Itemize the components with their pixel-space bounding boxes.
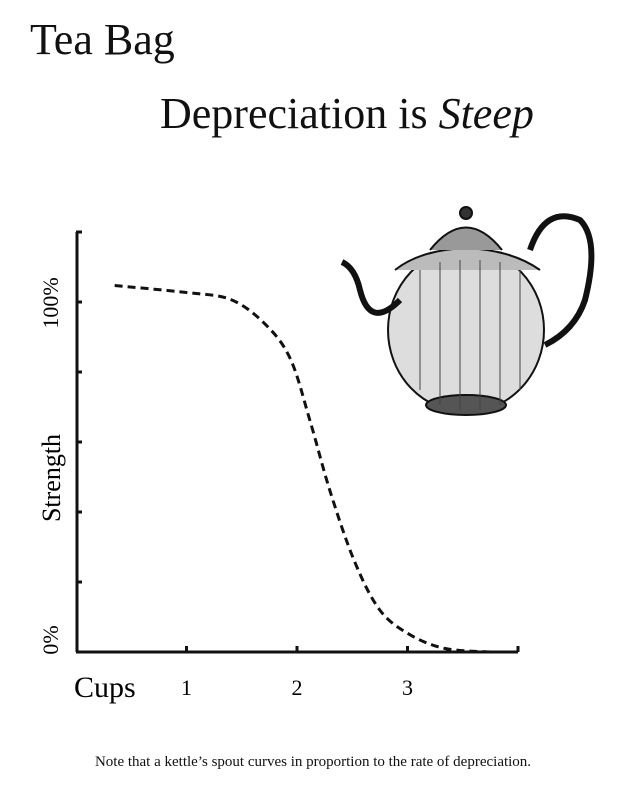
x-tick-label: 2 <box>292 675 303 700</box>
x-tick-label: 1 <box>181 675 192 700</box>
chart: Cups Strength 1 2 3 0% 100% <box>37 206 595 704</box>
teapot-illustration <box>340 206 595 416</box>
y-tick-label-100: 100% <box>38 277 63 328</box>
title-emphasis: Steep <box>438 89 534 138</box>
y-axis-label: Strength <box>37 434 66 522</box>
footnote: Note that a kettle’s spout curves in pro… <box>94 754 532 770</box>
title-line-1: Tea Bag <box>30 15 175 64</box>
axes <box>75 230 520 654</box>
series-line <box>114 284 491 654</box>
title-text: Depreciation is <box>160 89 428 138</box>
title-line-2: Depreciation is Steep <box>160 88 534 139</box>
x-axis-label: Cups <box>74 671 136 704</box>
y-tick-label-0: 0% <box>38 625 63 654</box>
x-tick-label: 3 <box>402 675 413 700</box>
